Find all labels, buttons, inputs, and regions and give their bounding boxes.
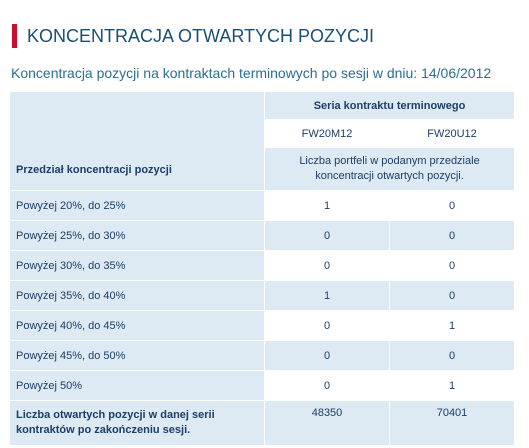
table-row: Powyżej 45%, do 50% 0 0 <box>10 341 514 371</box>
row-label: Powyżej 50% <box>10 371 264 401</box>
row-label: Powyżej 30%, do 35% <box>10 251 264 281</box>
table-row: Powyżej 50% 0 1 <box>10 371 514 401</box>
column-header: FW20M12 <box>264 120 389 148</box>
series-header: Seria kontraktu terminowego <box>264 92 514 120</box>
table-body: Przedział koncentracji pozycji Seria kont… <box>10 92 514 446</box>
page-title: KONCENTRACJA OTWARTYCH POZYCJI <box>12 24 374 48</box>
cell-value: 0 <box>264 221 389 251</box>
footer-label: Liczba otwartych pozycji w danej serii k… <box>10 401 264 446</box>
table-row: Powyżej 20%, do 25% 1 0 <box>10 191 514 221</box>
note: Liczba portfeli w podanym przedziale kon… <box>264 148 514 191</box>
table-row: Powyżej 35%, do 40% 1 0 <box>10 281 514 311</box>
table: Przedział koncentracji pozycji Seria kont… <box>10 92 514 446</box>
row-label: Powyżej 20%, do 25% <box>10 191 264 221</box>
column-header: FW20U12 <box>389 120 514 148</box>
cell-value: 0 <box>264 311 389 341</box>
table-row: Powyżej 40%, do 45% 0 1 <box>10 311 514 341</box>
row-label: Powyżej 35%, do 40% <box>10 281 264 311</box>
row-label: Powyżej 40%, do 45% <box>10 311 264 341</box>
footer-value: 48350 <box>264 401 389 446</box>
table-row: Powyżej 25%, do 30% 0 0 <box>10 221 514 251</box>
subtitle: Koncentracja pozycji na kontraktach term… <box>11 65 492 81</box>
cell-value: 1 <box>389 311 514 341</box>
footer-row: Liczba otwartych pozycji w danej serii k… <box>10 401 514 446</box>
cell-value: 0 <box>264 341 389 371</box>
footer-value: 70401 <box>389 401 514 446</box>
cell-value: 0 <box>389 341 514 371</box>
row-header: Przedział koncentracji pozycji <box>10 92 264 191</box>
cell-value: 0 <box>389 191 514 221</box>
cell-value: 0 <box>264 371 389 401</box>
cell-value: 0 <box>389 251 514 281</box>
cell-value: 0 <box>389 281 514 311</box>
cell-value: 1 <box>264 191 389 221</box>
cell-value: 0 <box>389 221 514 251</box>
table-row: Powyżej 30%, do 35% 0 0 <box>10 251 514 281</box>
cell-value: 1 <box>389 371 514 401</box>
cell-value: 0 <box>264 251 389 281</box>
cell-value: 1 <box>264 281 389 311</box>
row-label: Powyżej 45%, do 50% <box>10 341 264 371</box>
row-label: Powyżej 25%, do 30% <box>10 221 264 251</box>
